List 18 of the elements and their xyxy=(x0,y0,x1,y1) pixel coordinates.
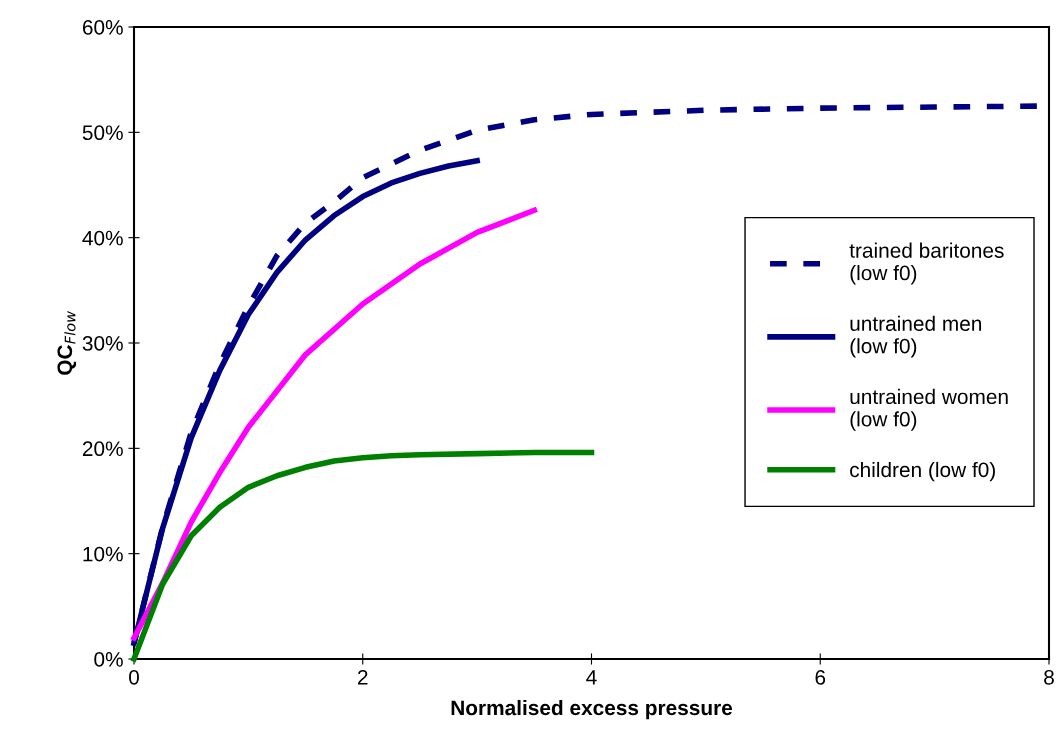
y-tick-label: 30% xyxy=(82,336,123,351)
x-tick-label: 2 xyxy=(358,669,368,685)
y-tick-label: 0% xyxy=(94,652,123,667)
y-tick-label: 20% xyxy=(82,441,123,457)
y-tick-label: 40% xyxy=(82,230,123,246)
y-tick-label: 60% xyxy=(82,20,123,35)
x-tick-label: 0 xyxy=(129,669,139,685)
y-axis-title: QC$_{Flow}$ xyxy=(57,310,77,375)
x-axis-title: Normalised excess pressure xyxy=(451,699,733,720)
x-tick-label: 6 xyxy=(815,669,826,685)
x-tick-label: 8 xyxy=(1044,669,1054,685)
y-tick-label: 50% xyxy=(82,125,123,141)
y-tick-label: 10% xyxy=(83,546,123,562)
x-tick-label: 4 xyxy=(586,670,597,685)
legend-label: untrained women (low f0) xyxy=(850,388,1008,431)
legend-label: untrained men (low f0) xyxy=(850,315,982,358)
legend-label: trained baritones (low f0) xyxy=(849,242,1004,285)
legend-label: children (low f0) xyxy=(850,461,995,482)
